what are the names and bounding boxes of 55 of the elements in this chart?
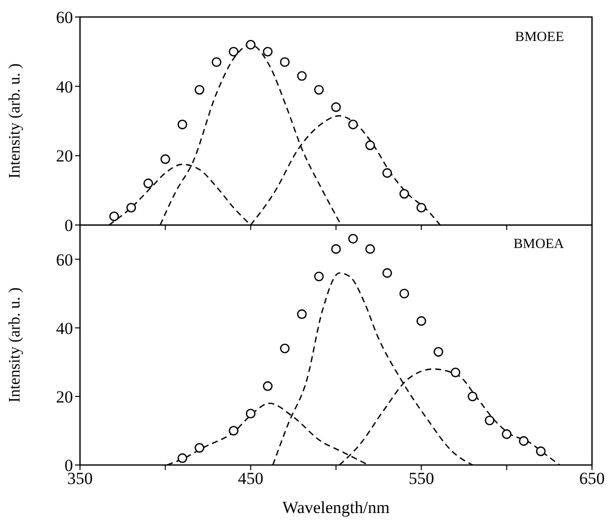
y-tick-label: 40 — [56, 318, 73, 338]
y-axis-title: Intensity (arb. u. ) — [6, 287, 24, 403]
y-tick-label: 40 — [56, 77, 73, 96]
y-tick-label: 60 — [56, 250, 73, 270]
point — [297, 309, 307, 319]
y-axis-title: Intensity (arb. u. ) — [6, 63, 24, 179]
x-tick-label: 550 — [408, 469, 434, 488]
x-axis-title: Wavelength/nm — [282, 498, 390, 517]
point — [126, 202, 136, 213]
point — [450, 368, 460, 378]
point — [178, 453, 188, 463]
point — [348, 234, 358, 244]
point — [314, 272, 324, 282]
point — [194, 443, 204, 453]
point — [382, 168, 392, 178]
point — [331, 102, 341, 112]
point — [502, 429, 512, 439]
y-tick-label: 60 — [56, 8, 73, 28]
point — [434, 347, 444, 357]
y-tick-label: 20 — [56, 146, 73, 166]
y-tick-label: 0 — [64, 216, 73, 236]
point — [365, 140, 375, 150]
point — [518, 436, 529, 446]
point — [297, 71, 307, 81]
annotation: BMOEE — [515, 30, 564, 46]
point — [331, 244, 341, 254]
point — [194, 84, 204, 95]
point — [536, 446, 546, 456]
point — [178, 120, 188, 130]
point — [212, 57, 222, 67]
point — [484, 416, 494, 426]
annotation: BMOEA — [513, 237, 564, 253]
point — [314, 84, 324, 95]
point — [228, 426, 238, 436]
point — [160, 154, 170, 164]
point — [262, 46, 273, 57]
point — [246, 40, 256, 50]
x-tick-label: 450 — [238, 469, 264, 488]
point — [109, 211, 119, 222]
point — [399, 288, 410, 298]
point — [416, 202, 426, 213]
point — [382, 268, 392, 278]
point — [280, 344, 290, 354]
point — [416, 316, 426, 326]
point — [280, 57, 290, 67]
point — [365, 244, 375, 254]
point — [246, 408, 256, 418]
point — [348, 120, 358, 130]
point — [468, 392, 478, 402]
point — [262, 381, 273, 391]
x-tick-label: 650 — [579, 469, 605, 488]
point — [143, 178, 154, 188]
point — [228, 46, 238, 57]
point — [399, 188, 410, 199]
y-tick-label: 20 — [56, 387, 73, 406]
